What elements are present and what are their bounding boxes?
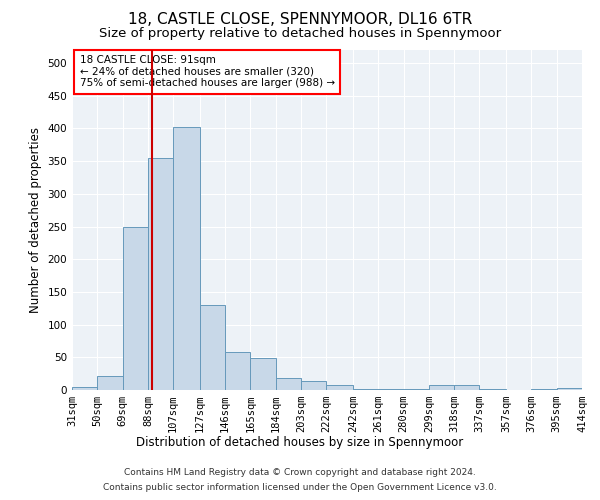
Bar: [454, 386, 479, 390]
Bar: [276, 378, 301, 390]
Text: Contains HM Land Registry data © Crown copyright and database right 2024.: Contains HM Land Registry data © Crown c…: [124, 468, 476, 477]
Text: 18 CASTLE CLOSE: 91sqm
← 24% of detached houses are smaller (320)
75% of semi-de: 18 CASTLE CLOSE: 91sqm ← 24% of detached…: [80, 55, 335, 88]
Bar: [122, 226, 148, 390]
Y-axis label: Number of detached properties: Number of detached properties: [29, 127, 42, 313]
Text: Size of property relative to detached houses in Spennymoor: Size of property relative to detached ho…: [99, 28, 501, 40]
Bar: [148, 158, 173, 390]
Text: Distribution of detached houses by size in Spennymoor: Distribution of detached houses by size …: [136, 436, 464, 449]
Bar: [429, 386, 454, 390]
Bar: [225, 352, 250, 390]
Bar: [72, 386, 97, 390]
Bar: [97, 376, 122, 390]
Text: Contains public sector information licensed under the Open Government Licence v3: Contains public sector information licen…: [103, 483, 497, 492]
Bar: [378, 388, 404, 390]
Bar: [200, 305, 225, 390]
Bar: [557, 388, 582, 390]
Bar: [250, 358, 276, 390]
Bar: [173, 126, 200, 390]
Text: 18, CASTLE CLOSE, SPENNYMOOR, DL16 6TR: 18, CASTLE CLOSE, SPENNYMOOR, DL16 6TR: [128, 12, 472, 28]
Bar: [301, 381, 326, 390]
Bar: [326, 386, 353, 390]
